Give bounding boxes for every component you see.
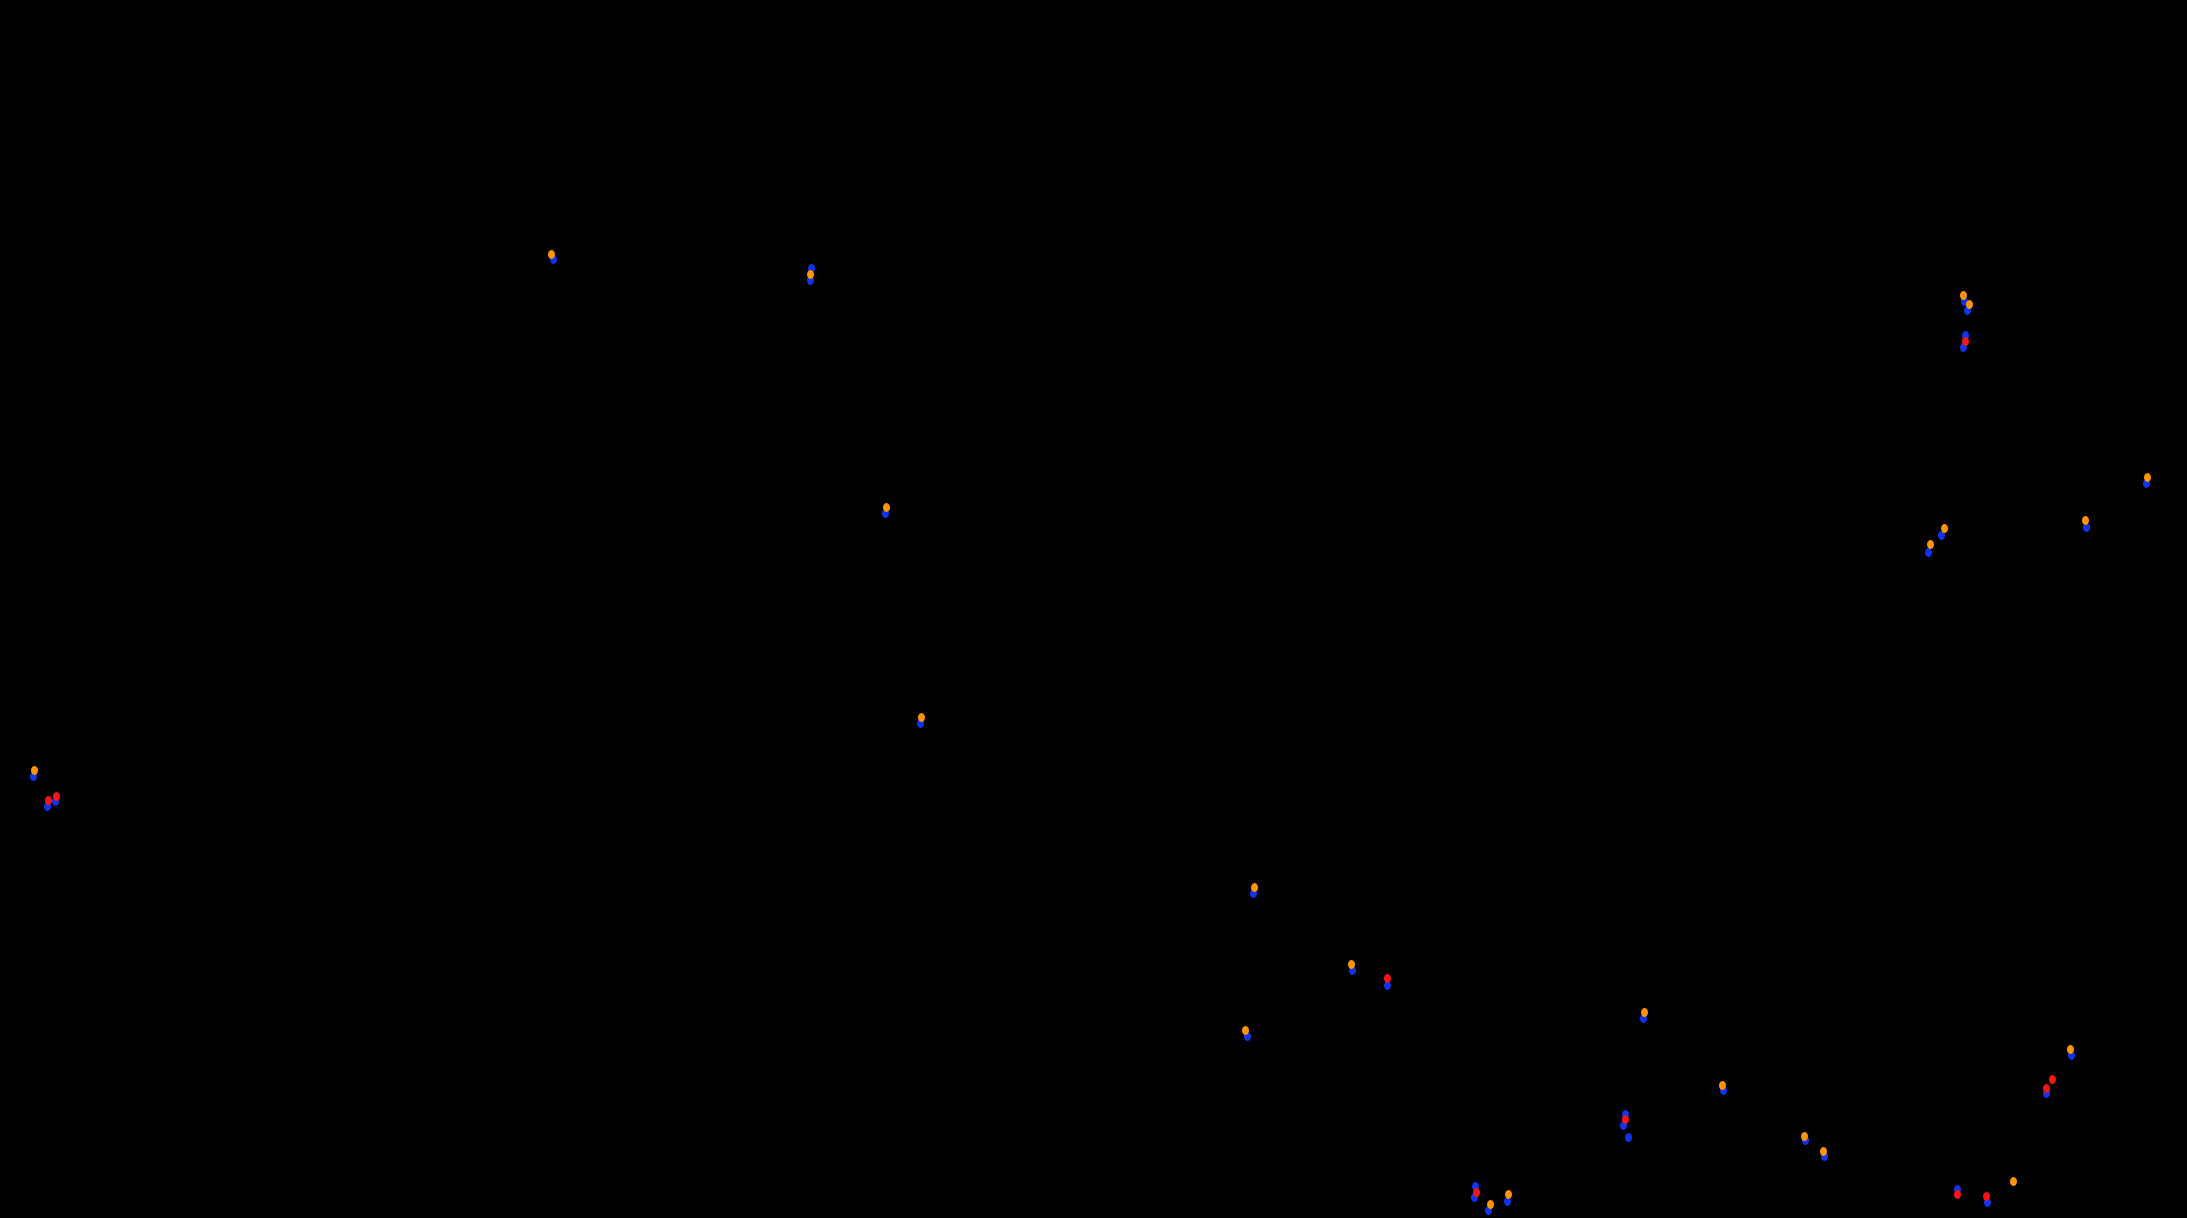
scatter-dot-blue [51,796,59,806]
scatter-dot-orange [2009,1176,2017,1186]
scatter-dot-blue [1960,296,1968,306]
scatter-dot-blue [1484,1205,1492,1215]
scatter-dot-blue [1621,1109,1629,1119]
scatter-dot-blue [1471,1181,1479,1191]
scatter-dot-orange [2081,515,2089,525]
scatter-dot-red [1383,973,1391,983]
scatter-dot-red [1953,1189,1961,1199]
scatter-dot-blue [1959,342,1967,352]
scatter-dot-blue [2042,1088,2050,1098]
scatter-dot-orange [1800,1131,1808,1141]
scatter-dot-orange [1504,1189,1512,1199]
scatter-dot-orange [1819,1146,1827,1156]
scatter-dot-orange [1486,1199,1494,1209]
scatter-dot-orange [30,765,38,775]
scatter-dot-orange [882,502,890,512]
scatter-dot-blue [2067,1050,2075,1060]
scatter-dot-red [1472,1187,1480,1197]
scatter-dot-blue [1719,1085,1727,1095]
scatter-dot-blue [806,275,814,285]
scatter-dot-orange [2143,472,2151,482]
scatter-dot-blue [2142,478,2150,488]
scatter-dot-blue [1624,1132,1632,1142]
scatter-dot-orange [547,249,555,259]
scatter-dot-blue [1348,965,1356,975]
scatter-dot-orange [917,712,925,722]
scatter-dot-blue [807,263,815,273]
scatter-dot-blue [1243,1031,1251,1041]
scatter-dot-blue [1470,1192,1478,1202]
scatter-dot-blue [1820,1151,1828,1161]
scatter-dot-blue [1924,547,1932,557]
scatter-dot-blue [1619,1120,1627,1130]
scatter-dot-blue [881,508,889,518]
scatter-dot-orange [1959,290,1967,300]
scatter-dot-blue [549,254,557,264]
scatter-dot-orange [806,269,814,279]
scatter-dot-blue [1953,1184,1961,1194]
scatter-dot-orange [1250,882,1258,892]
scatter-dot-blue [43,801,51,811]
scatter-dot-blue [1983,1197,1991,1207]
scatter-dot-red [2042,1083,2050,1093]
scatter-dot-orange [1640,1007,1648,1017]
scatter-dot-red [1621,1114,1629,1124]
scatter-dot-orange [1347,959,1355,969]
scatter-dot-blue [1503,1196,1511,1206]
scatter-dot-orange [1241,1025,1249,1035]
scatter-dot-blue [1639,1013,1647,1023]
scatter-dot-blue [29,771,37,781]
scatter-dot-blue [2082,522,2090,532]
scatter-dot-red [52,791,60,801]
scatter-dot-orange [1940,523,1948,533]
scatter-dot-blue [1249,888,1257,898]
scatter-dot-orange [2066,1044,2074,1054]
scatter-dot-orange [1926,539,1934,549]
scatter-dot-blue [1961,330,1969,340]
scatter-dot-blue [1937,530,1945,540]
scatter-dot-red [1961,336,1969,346]
scatter-dot-red [44,795,52,805]
scatter-dot-blue [1963,305,1971,315]
scatter-dot-blue [1383,980,1391,990]
scatter-dot-orange [1965,299,1973,309]
scatter-dot-red [2048,1074,2056,1084]
scatter-dot-blue [916,718,924,728]
scatter-dot-orange [1718,1080,1726,1090]
scatter-dot-red [1982,1191,1990,1201]
